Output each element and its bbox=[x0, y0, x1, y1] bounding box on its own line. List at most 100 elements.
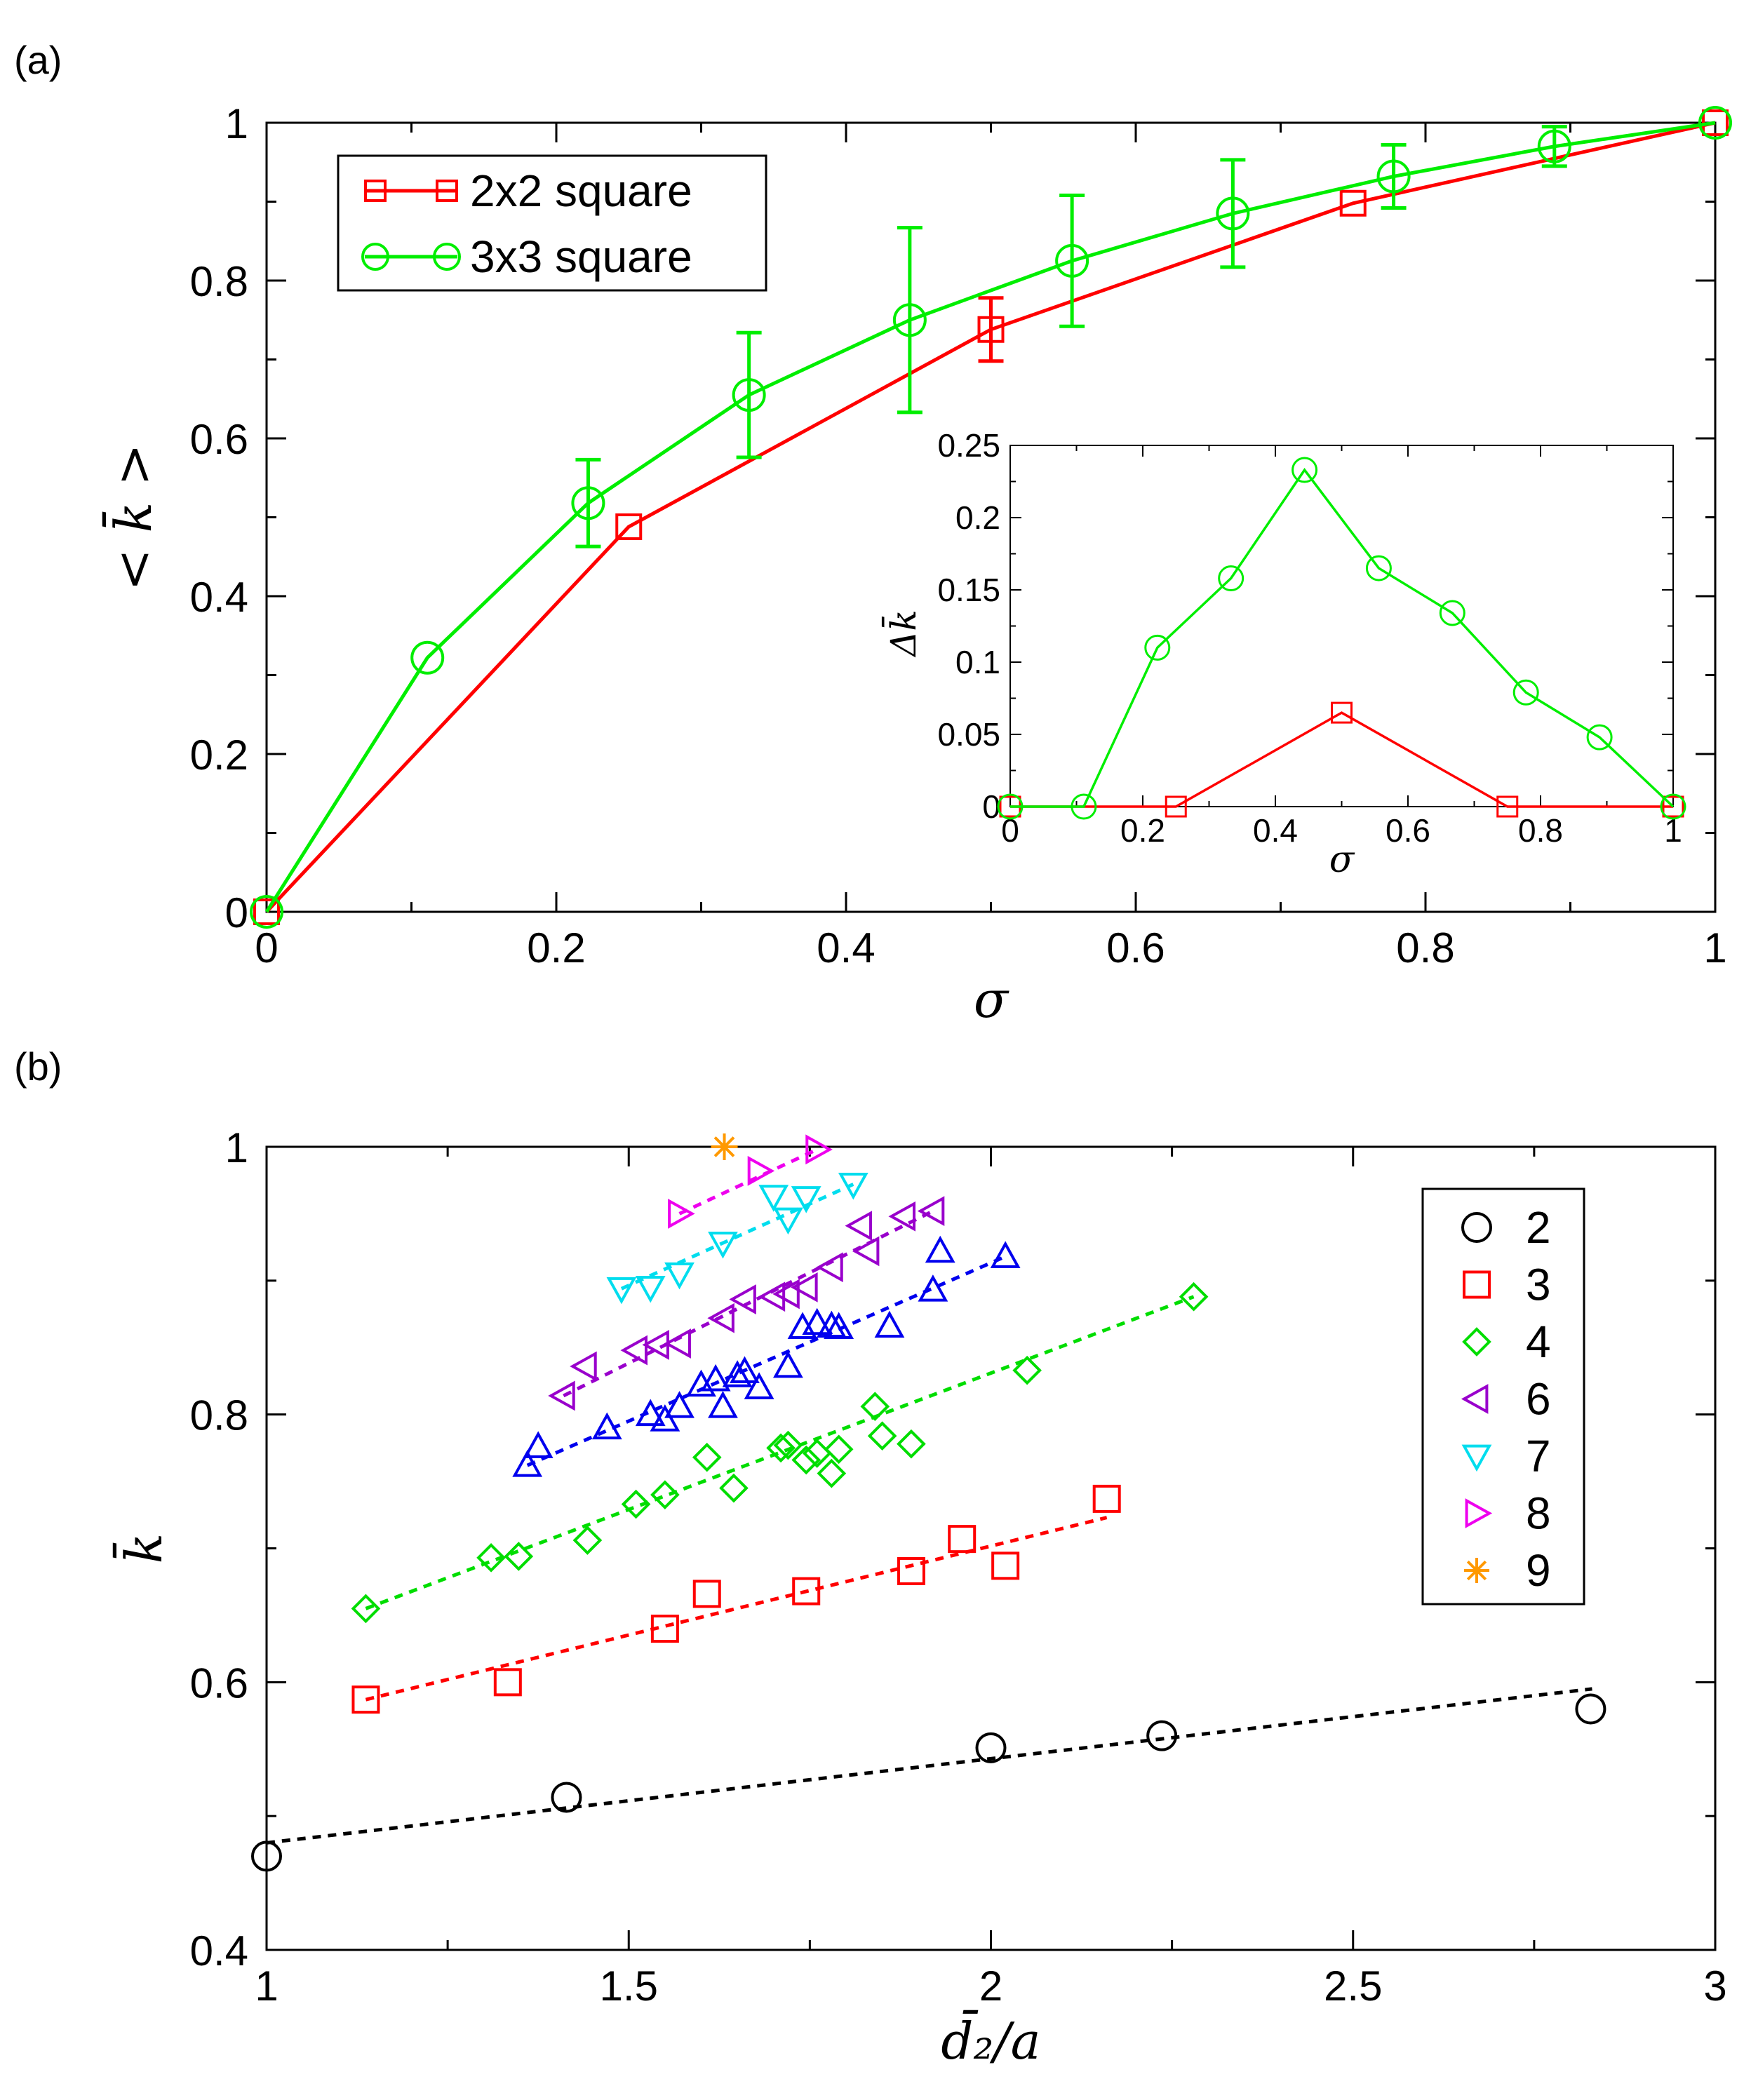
panel-b-point bbox=[591, 1412, 622, 1440]
panel-b-point bbox=[816, 1252, 843, 1283]
panel-b-legend-label: 9 bbox=[1526, 1545, 1551, 1596]
inset-point bbox=[1165, 795, 1187, 818]
panel-b-y-tick-label: 0.4 bbox=[190, 1927, 248, 1974]
panel-b-fit-line bbox=[678, 1147, 818, 1216]
panel-b-legend: 2 3 4 6 7 8 9 bbox=[1421, 1187, 1585, 1606]
panel-b-point bbox=[766, 1433, 796, 1463]
inset-y-tick-label: 0.15 bbox=[937, 572, 1000, 608]
panel-b-point bbox=[1179, 1281, 1209, 1312]
inset-y-tick-label: 0.2 bbox=[955, 499, 1000, 536]
panel-b-point bbox=[664, 1328, 691, 1359]
panel-b-point bbox=[1012, 1355, 1042, 1385]
inset-point bbox=[1365, 555, 1392, 581]
panel-a-x-tick-label: 1 bbox=[1703, 924, 1726, 971]
inset-background bbox=[1010, 445, 1673, 807]
panel-a-y-axis-title: < k̄ > bbox=[101, 443, 163, 591]
panel-b-series-4 bbox=[548, 1196, 945, 1411]
inset-x-tick-label: 0.4 bbox=[1253, 812, 1298, 849]
panel-a-x-tick-label: 0.6 bbox=[1106, 924, 1165, 971]
panel-b-point bbox=[722, 1360, 753, 1387]
inset-x-tick-label: 0.2 bbox=[1120, 812, 1165, 849]
panel-a-point bbox=[977, 316, 1005, 343]
panel-b-point bbox=[824, 1312, 854, 1340]
panel-b-point bbox=[852, 1236, 880, 1267]
panel-b-legend-marker bbox=[1463, 1270, 1491, 1299]
panel-b-point bbox=[975, 1732, 1007, 1763]
panel-b-point bbox=[990, 1241, 1021, 1268]
panel-a-point bbox=[410, 640, 445, 675]
panel-b-point bbox=[805, 1134, 833, 1165]
panel-b-point bbox=[758, 1281, 786, 1312]
panel-b-point bbox=[493, 1668, 522, 1697]
panel-b-point bbox=[650, 1404, 680, 1432]
panel-b-legend-label: 7 bbox=[1526, 1431, 1551, 1481]
panel-b-point bbox=[773, 1207, 803, 1235]
panel-b-point bbox=[711, 1133, 738, 1160]
panel-b-point bbox=[867, 1421, 897, 1451]
panel-b-y-tick-label: 0.6 bbox=[190, 1660, 248, 1707]
panel-a-legend-label: 2x2 square bbox=[470, 166, 692, 216]
inset-y-tick-label: 0.25 bbox=[937, 427, 1000, 464]
panel-b-point bbox=[606, 1277, 637, 1305]
panel-b-point bbox=[791, 1272, 818, 1303]
panel-a-point bbox=[1339, 189, 1367, 217]
panel-a-point bbox=[732, 378, 766, 412]
panel-a-legend-marker bbox=[361, 243, 389, 271]
panel-a-label: (a) bbox=[14, 38, 62, 82]
inset-point bbox=[1218, 565, 1245, 592]
panel-b-point bbox=[744, 1372, 774, 1399]
panel-a-chart: 0 0.2 0.4 0.6 0.8 1 0 0.2 0.4 0.6 0.8 1 σ < k̄ > 2x2 s… bbox=[101, 100, 1732, 1029]
panel-b-point bbox=[1575, 1693, 1606, 1725]
panel-a-legend-box bbox=[337, 154, 767, 292]
panel-b-point bbox=[991, 1552, 1020, 1580]
inset-point bbox=[1586, 724, 1613, 751]
panel-b-point bbox=[719, 1473, 749, 1503]
panel-b-legend-marker bbox=[1461, 1212, 1492, 1243]
panel-a-legend-label: 3x3 square bbox=[470, 231, 692, 282]
panel-b-point bbox=[551, 1782, 582, 1813]
panel-b-legend-label: 6 bbox=[1526, 1374, 1551, 1425]
inset-point bbox=[1071, 793, 1097, 820]
panel-b-x-axis-title: d̄₂/a bbox=[941, 2009, 1040, 2071]
panel-b-point bbox=[791, 1186, 821, 1213]
panel-b-legend-box bbox=[1421, 1187, 1585, 1606]
inset-point bbox=[1512, 679, 1539, 706]
panel-b-point bbox=[860, 1392, 890, 1422]
panel-b-fit-line bbox=[266, 1687, 1592, 1845]
panel-b-point bbox=[700, 1364, 731, 1392]
panel-b-point bbox=[635, 1399, 666, 1427]
panel-b-chart: 1 1.5 2 2.5 3 0.4 0.6 0.8 1 d̄₂/a k̄ 2 3 4 6 7 8 9 bbox=[112, 1124, 1726, 2071]
panel-b-legend-marker bbox=[1461, 1444, 1492, 1472]
panel-b-legend-label: 3 bbox=[1526, 1260, 1551, 1310]
panel-b-point bbox=[621, 1489, 651, 1519]
panel-b-series-7 bbox=[711, 1133, 738, 1160]
inset-x-axis-title: σ bbox=[1329, 839, 1355, 881]
panel-b-fit-line bbox=[620, 1183, 854, 1291]
panel-a-point bbox=[615, 513, 643, 540]
panel-b-legend-marker bbox=[1462, 1327, 1491, 1357]
panel-b-point bbox=[838, 1173, 868, 1200]
panel-b-point bbox=[523, 1431, 554, 1458]
panel-b-point bbox=[664, 1262, 695, 1290]
panel-a-point bbox=[1055, 243, 1089, 278]
panel-b-point bbox=[758, 1185, 789, 1212]
panel-a-point bbox=[1537, 129, 1571, 163]
panel-a-point bbox=[571, 486, 605, 520]
panel-b-point bbox=[708, 1232, 738, 1259]
panel-b-point bbox=[512, 1450, 543, 1477]
panel-b-point bbox=[845, 1211, 873, 1241]
panel-b-point bbox=[650, 1480, 680, 1509]
panel-b-x-tick-label: 2 bbox=[979, 1963, 1002, 2010]
panel-b-y-tick-label: 0.8 bbox=[190, 1392, 248, 1439]
panel-b-x-tick-label: 2.5 bbox=[1324, 1963, 1382, 2010]
panel-b-y-tick-label: 1 bbox=[225, 1124, 248, 1171]
panel-b-y-axis-title: k̄ bbox=[112, 1533, 173, 1564]
panel-a-y-tick-label: 1 bbox=[225, 100, 248, 147]
panel-b-point bbox=[792, 1577, 821, 1606]
panel-b-point bbox=[504, 1542, 534, 1571]
panel-b-legend-label: 2 bbox=[1526, 1202, 1551, 1253]
panel-b-fit-line bbox=[365, 1516, 1108, 1702]
panel-b-legend-marker bbox=[1464, 1558, 1489, 1583]
panel-b-x-tick-label: 3 bbox=[1703, 1963, 1726, 2010]
panel-b-point bbox=[918, 1274, 948, 1302]
